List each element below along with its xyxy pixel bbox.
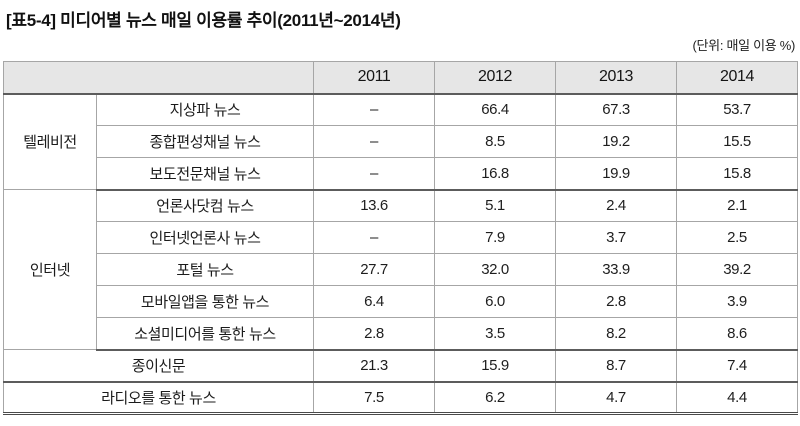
cell-value: 19.2 <box>555 125 677 158</box>
row-label-paper-newspaper: 종이신문 <box>3 349 314 383</box>
cell-value: 2.1 <box>676 189 798 222</box>
group-label-internet: 인터넷 <box>3 189 97 350</box>
cell-value: 8.2 <box>555 317 677 351</box>
cell-value: 16.8 <box>434 157 556 191</box>
group-label-television: 텔레비전 <box>3 93 97 190</box>
cell-value: 6.2 <box>434 381 556 414</box>
cell-value: – <box>313 157 435 191</box>
row-label: 지상파 뉴스 <box>96 93 314 126</box>
cell-value: 4.4 <box>676 381 798 414</box>
cell-value: 15.5 <box>676 125 798 158</box>
row-label: 인터넷언론사 뉴스 <box>96 221 314 254</box>
cell-value: 19.9 <box>555 157 677 191</box>
cell-value: 4.7 <box>555 381 677 414</box>
unit-note: (단위: 매일 이용 %) <box>692 38 795 53</box>
year-header-2012: 2012 <box>434 61 556 95</box>
cell-value: 27.7 <box>313 253 435 286</box>
table-row: 텔레비전 지상파 뉴스 – 66.4 67.3 53.7 <box>3 93 798 190</box>
row-label: 포털 뉴스 <box>96 253 314 286</box>
row-label: 보도전문채널 뉴스 <box>96 157 314 191</box>
table-row: 포털 뉴스 27.7 32.0 33.9 39.2 <box>4 253 798 286</box>
header-row: 2011 2012 2013 2014 <box>3 61 798 95</box>
cell-value: 66.4 <box>434 93 556 126</box>
cell-value: 32.0 <box>434 253 556 286</box>
cell-value: 39.2 <box>676 253 798 286</box>
cell-value: 3.7 <box>555 221 677 254</box>
cell-value: 2.4 <box>555 189 677 222</box>
table-row: 종이신문 21.3 15.9 8.7 7.4 <box>3 349 798 383</box>
cell-value: 3.5 <box>434 317 556 351</box>
cell-value: – <box>313 125 435 158</box>
cell-value: 13.6 <box>313 189 435 222</box>
cell-value: 15.9 <box>434 349 556 383</box>
cell-value: 33.9 <box>555 253 677 286</box>
year-header-2013: 2013 <box>555 61 677 95</box>
table-row: 모바일앱을 통한 뉴스 6.4 6.0 2.8 3.9 <box>4 285 798 318</box>
corner-cell <box>3 61 314 95</box>
table-row: 라디오를 통한 뉴스 7.5 6.2 4.7 4.4 <box>3 381 798 414</box>
cell-value: – <box>313 221 435 254</box>
table-row: 보도전문채널 뉴스 – 16.8 19.9 15.8 <box>4 157 798 191</box>
cell-value: 5.1 <box>434 189 556 222</box>
year-header-2014: 2014 <box>676 61 798 95</box>
cell-value: 8.6 <box>676 317 798 351</box>
news-usage-table: 2011 2012 2013 2014 텔레비전 지상파 뉴스 – 66.4 6… <box>3 61 798 415</box>
cell-value: 6.4 <box>313 285 435 318</box>
cell-value: 53.7 <box>676 93 798 126</box>
table-row: 인터넷 언론사닷컴 뉴스 13.6 5.1 2.4 2.1 <box>3 189 798 350</box>
cell-value: 7.5 <box>313 381 435 414</box>
cell-value: 8.5 <box>434 125 556 158</box>
table-row: 소셜미디어를 통한 뉴스 2.8 3.5 8.2 8.6 <box>4 317 798 351</box>
row-label: 소셜미디어를 통한 뉴스 <box>96 317 314 351</box>
cell-value: 6.0 <box>434 285 556 318</box>
cell-value: 2.8 <box>555 285 677 318</box>
cell-value: 2.5 <box>676 221 798 254</box>
table-row: 인터넷언론사 뉴스 – 7.9 3.7 2.5 <box>4 221 798 254</box>
cell-value: 21.3 <box>313 349 435 383</box>
row-label: 종합편성채널 뉴스 <box>96 125 314 158</box>
table-title: [표5-4] 미디어별 뉴스 매일 이용률 추이(2011년~2014년) <box>6 11 401 30</box>
row-label: 언론사닷컴 뉴스 <box>96 189 314 222</box>
cell-value: 7.4 <box>676 349 798 383</box>
cell-value: – <box>313 93 435 126</box>
cell-value: 2.8 <box>313 317 435 351</box>
table-row: 종합편성채널 뉴스 – 8.5 19.2 15.5 <box>4 125 798 158</box>
cell-value: 3.9 <box>676 285 798 318</box>
row-label-radio-news: 라디오를 통한 뉴스 <box>3 381 314 414</box>
year-header-2011: 2011 <box>313 61 435 95</box>
cell-value: 7.9 <box>434 221 556 254</box>
cell-value: 8.7 <box>555 349 677 383</box>
row-label: 모바일앱을 통한 뉴스 <box>96 285 314 318</box>
cell-value: 15.8 <box>676 157 798 191</box>
cell-value: 67.3 <box>555 93 677 126</box>
